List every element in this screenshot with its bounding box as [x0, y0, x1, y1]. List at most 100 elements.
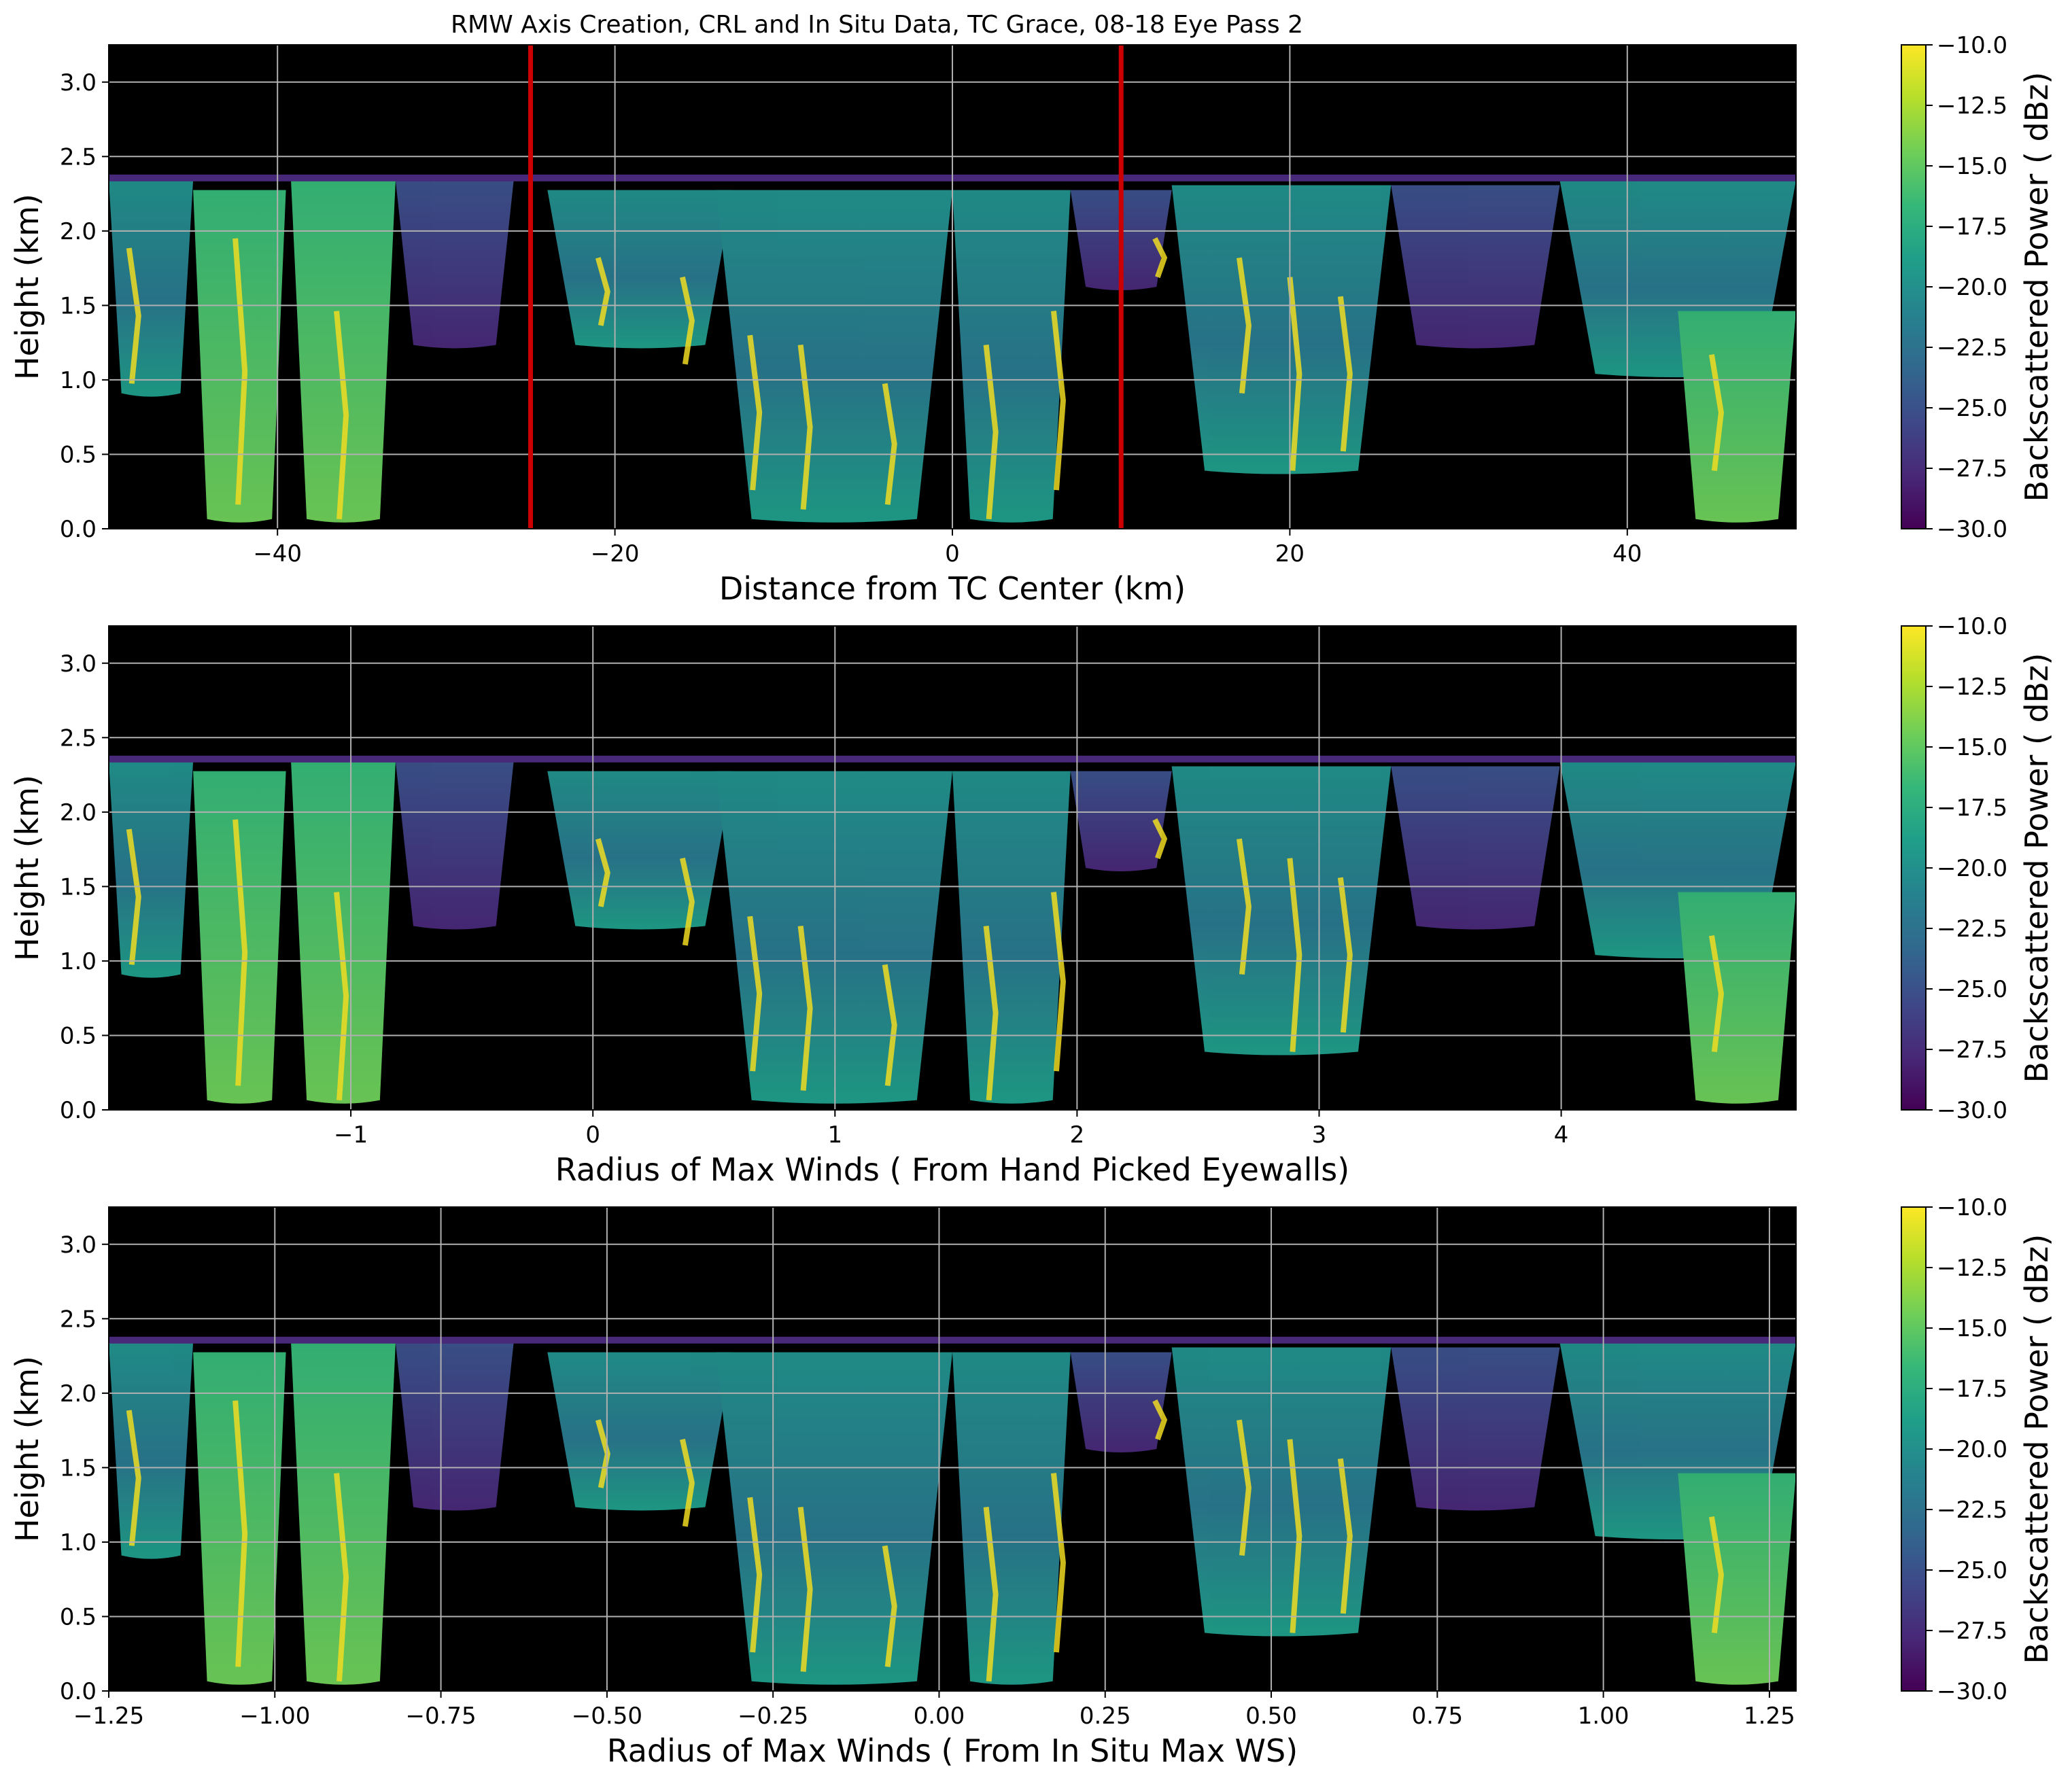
high-reflectivity-band-15 — [1708, 354, 1724, 472]
high-reflectivity-band-7 — [797, 925, 813, 1091]
x-axis-label: Distance from TC Center (km) — [719, 570, 1186, 607]
x-tick-label: −1.00 — [239, 1703, 310, 1730]
y-tick-label: 2.5 — [60, 725, 97, 752]
colorbar-tick-label: −22.5 — [1937, 1497, 2007, 1524]
high-reflectivity-band-2 — [232, 1400, 248, 1667]
high-reflectivity-band-6 — [747, 915, 763, 1072]
reflectivity-region-9 — [1171, 185, 1392, 474]
high-reflectivity-band-9 — [983, 345, 999, 520]
reflectivity-region-9 — [1171, 1347, 1392, 1637]
y-tick-label: 0.0 — [60, 1097, 97, 1124]
reflectivity-region-4 — [395, 761, 514, 930]
high-reflectivity-band-8 — [882, 1545, 897, 1667]
high-reflectivity-band-11 — [1152, 1399, 1168, 1441]
reflectivity-field — [109, 1342, 1796, 1685]
colorbar-tick-label: −17.5 — [1937, 213, 2007, 241]
colorbar: −10.0 −12.5 −15.0 −17.5 −20.0 −22.5 −25.0 −27.5… — [1901, 1194, 2055, 1705]
x-tick-label: 1.00 — [1578, 1703, 1629, 1730]
x-tick-label: 4 — [1554, 1121, 1569, 1149]
reflectivity-region-3 — [291, 1342, 396, 1685]
y-tick-label: 0.5 — [60, 1022, 97, 1049]
colorbar-tick-label: −17.5 — [1937, 1376, 2007, 1403]
reflectivity-region-1 — [109, 1342, 194, 1559]
reflectivity-region-1 — [109, 180, 194, 397]
reflectivity-region-12 — [1678, 1473, 1796, 1685]
figure-title: RMW Axis Creation, CRL and In Situ Data,… — [451, 11, 1303, 39]
heatmap-panel-1: −40 −20 0 20 40 0.0 0.5 1.0 1.5 2.0 2.5 3.0 Distance… — [9, 32, 2055, 607]
y-tick-label: 1.5 — [60, 873, 97, 901]
high-reflectivity-band-12 — [1236, 257, 1251, 394]
high-reflectivity-band-8 — [882, 383, 897, 505]
reflectivity-region-2 — [193, 190, 286, 523]
colorbar-tick-label: −15.0 — [1937, 153, 2007, 180]
x-tick-label: 0.00 — [914, 1703, 965, 1730]
plot-frame — [108, 1206, 1797, 1692]
reflectivity-region-5 — [547, 771, 733, 930]
reflectivity-region-1 — [109, 761, 194, 978]
high-reflectivity-band-15 — [1708, 1516, 1724, 1634]
high-reflectivity-band-1 — [126, 1410, 141, 1546]
high-reflectivity-band-3 — [334, 311, 349, 520]
colorbar-tick-label: −22.5 — [1937, 334, 2007, 362]
colorbar-tick-label: −27.5 — [1937, 455, 2007, 483]
colorbar-tick-label: −12.5 — [1937, 92, 2007, 120]
high-reflectivity-band-5 — [679, 857, 695, 946]
colorbar-gradient — [1901, 625, 1927, 1111]
colorbar: −10.0 −12.5 −15.0 −17.5 −20.0 −22.5 −25.0 −27.5… — [1901, 613, 2055, 1124]
heatmap-panel-2: −1 0 1 2 3 4 0.0 0.5 1.0 1.5 2.0 2.5 3.0 Radius of Ma… — [9, 613, 2055, 1188]
x-axis-label: Radius of Max Winds ( From In Situ Max W… — [607, 1732, 1298, 1769]
x-tick-label: 1 — [827, 1121, 842, 1149]
colorbar-tick-label: −10.0 — [1937, 32, 2007, 59]
colorbar-tick-label: −25.0 — [1937, 395, 2007, 422]
y-tick-label: 1.5 — [60, 292, 97, 319]
y-tick-label: 1.5 — [60, 1454, 97, 1482]
reflectivity-field — [109, 180, 1796, 523]
high-reflectivity-band-4 — [595, 838, 610, 907]
plot-frame — [108, 625, 1797, 1111]
high-reflectivity-band-7 — [797, 344, 813, 510]
x-tick-label: 0.50 — [1245, 1703, 1297, 1730]
high-reflectivity-band-3 — [334, 892, 349, 1101]
y-tick-label: 2.5 — [60, 143, 97, 171]
y-tick-label: 3.0 — [60, 650, 97, 678]
x-tick-label: 0 — [945, 540, 960, 568]
high-reflectivity-band-4 — [595, 257, 610, 326]
reflectivity-region-8 — [1070, 1352, 1172, 1452]
high-reflectivity-band-9 — [983, 926, 999, 1101]
high-reflectivity-band-13 — [1287, 277, 1302, 471]
high-reflectivity-band-10 — [1050, 892, 1066, 1072]
x-tick-label: 2 — [1070, 1121, 1085, 1149]
colorbar-tick-label: −15.0 — [1937, 1315, 2007, 1342]
reflectivity-region-10 — [1391, 766, 1560, 930]
high-reflectivity-band-2 — [232, 819, 248, 1086]
reflectivity-region-12 — [1678, 311, 1796, 523]
colorbar-tick-label: −20.0 — [1937, 274, 2007, 301]
reflectivity-region-7 — [952, 1352, 1071, 1685]
colorbar-tick-label: −25.0 — [1937, 976, 2007, 1003]
reflectivity-region-4 — [395, 1342, 514, 1511]
high-reflectivity-band-6 — [747, 334, 763, 491]
colorbar-tick-label: −27.5 — [1937, 1618, 2007, 1645]
reflectivity-region-5 — [547, 1352, 733, 1511]
y-tick-label: 1.0 — [60, 1529, 97, 1556]
colorbar-tick-label: −22.5 — [1937, 915, 2007, 943]
colorbar-gradient — [1901, 1206, 1927, 1692]
high-reflectivity-band-12 — [1236, 1419, 1251, 1556]
reflectivity-region-7 — [952, 771, 1071, 1104]
high-reflectivity-band-12 — [1236, 838, 1251, 975]
grid — [109, 45, 1796, 529]
reflectivity-region-2 — [193, 1352, 286, 1685]
x-tick-label: −1.25 — [73, 1703, 144, 1730]
x-tick-label: −0.25 — [738, 1703, 808, 1730]
high-reflectivity-band-10 — [1050, 311, 1066, 491]
colorbar-tick-label: −30.0 — [1937, 1097, 2007, 1124]
x-tick-label: −1 — [334, 1121, 368, 1149]
reflectivity-region-7 — [952, 190, 1071, 523]
colorbar-tick-label: −12.5 — [1937, 1255, 2007, 1282]
high-reflectivity-band-1 — [126, 247, 141, 384]
colorbar-tick-label: −17.5 — [1937, 795, 2007, 822]
y-tick-label: 1.0 — [60, 948, 97, 975]
cloud-top-layer — [109, 755, 1796, 763]
y-tick-label: 2.5 — [60, 1306, 97, 1333]
